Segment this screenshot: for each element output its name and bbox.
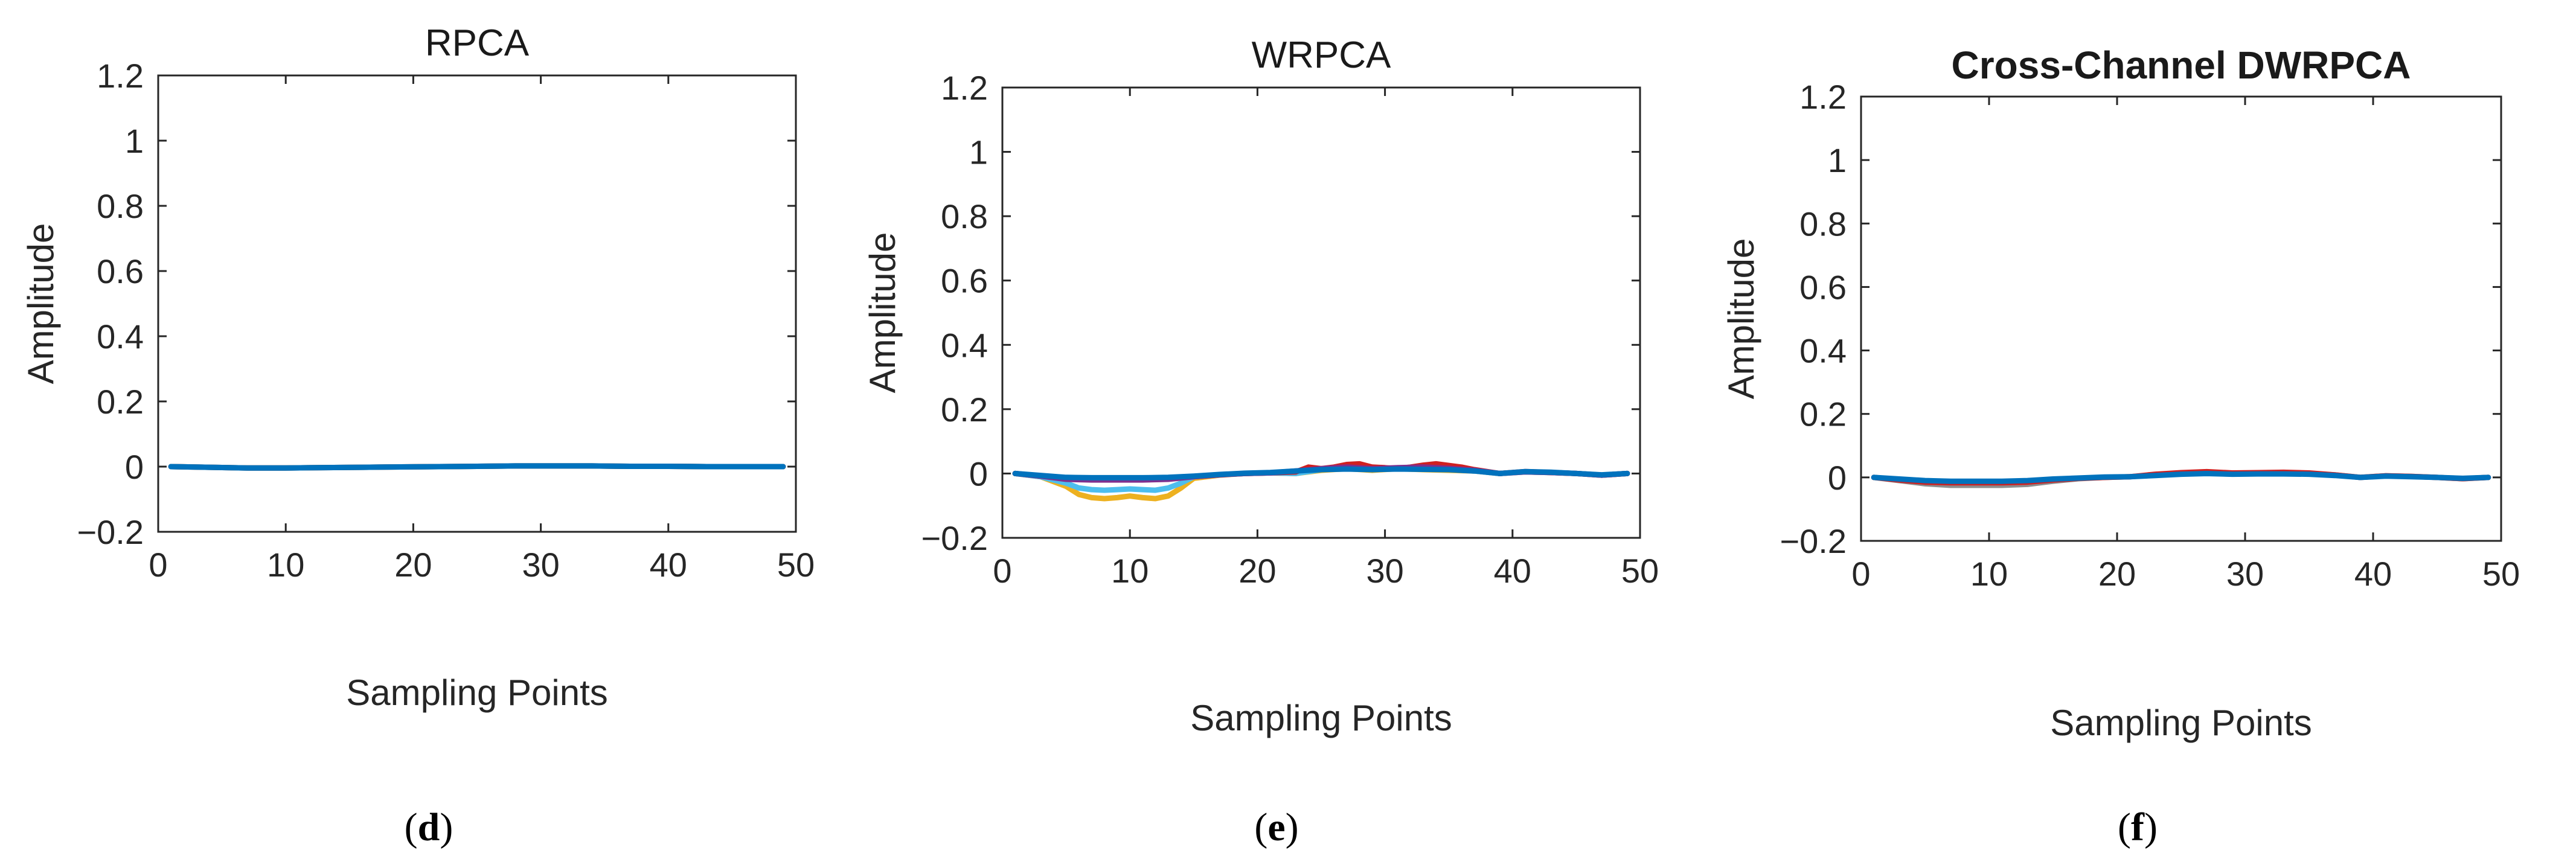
caption-letter: e [1267, 805, 1285, 849]
x-tick-label: 30 [1366, 552, 1403, 590]
y-tick-label: 0 [125, 448, 144, 486]
x-tick-label: 20 [2098, 555, 2136, 593]
x-tick-label: 20 [394, 546, 432, 584]
y-tick-label: 0.4 [941, 326, 988, 364]
x-tick-label: 30 [2226, 555, 2264, 593]
caption-close-paren: ) [440, 805, 453, 849]
x-tick-label: 20 [1238, 552, 1276, 590]
y-tick-label: 1.2 [1799, 78, 1847, 116]
x-tick-label: 0 [993, 552, 1011, 590]
x-tick-label: 40 [1494, 552, 1531, 590]
y-tick-label: 1 [125, 122, 144, 160]
y-tick-label: 1 [969, 133, 988, 171]
y-tick-label: 1.2 [941, 69, 988, 107]
panel-d: RPCA 0 10 20 30 40 50 −0.2 0 0.2 0.4 0.6 0.8 1 1.2 Samp… [0, 0, 859, 862]
y-tick-label: 0.8 [97, 187, 144, 225]
x-tick-label: 40 [650, 546, 687, 584]
y-tick-label: 0 [969, 455, 988, 493]
series-line-channel-blue [1871, 471, 2491, 484]
caption-close-paren: ) [1286, 805, 1299, 849]
y-tick-label: −0.2 [1780, 522, 1847, 560]
plot-area [168, 463, 786, 471]
caption-open-paren: ( [1254, 805, 1267, 849]
axes-frame [157, 74, 797, 533]
panel-caption: (e) [1254, 805, 1298, 849]
caption-open-paren: ( [2118, 805, 2131, 849]
chart-title: Cross-Channel DWRPCA [1952, 43, 2411, 87]
x-tick-label: 10 [1111, 552, 1149, 590]
y-axis-label: Amplitude [862, 232, 903, 394]
y-tick-label: 0.4 [1799, 332, 1847, 370]
caption-letter: f [2131, 805, 2145, 849]
x-axis-label: Sampling Points [2050, 703, 2312, 743]
y-axis-label: Amplitude [1721, 238, 1761, 400]
panel-f: Cross-Channel DWRPCA 0 10 20 30 40 50 −0.2 0 0.2 0… [1717, 0, 2576, 862]
x-tick-label: 50 [1621, 552, 1659, 590]
x-tick-label: 50 [2482, 555, 2520, 593]
x-tick-label: 30 [522, 546, 559, 584]
y-tick-label: 0.6 [1799, 268, 1847, 306]
caption-close-paren: ) [2144, 805, 2158, 849]
x-tick-label: 10 [267, 546, 304, 584]
chart-title: WRPCA [1252, 34, 1391, 76]
y-tick-label: 0.2 [97, 383, 144, 421]
panel-caption: (d) [405, 805, 453, 849]
caption-open-paren: ( [405, 805, 418, 849]
x-axis-label: Sampling Points [1190, 698, 1452, 738]
y-tick-label: 0.2 [941, 391, 988, 429]
panel-caption: (f) [2118, 805, 2158, 849]
y-tick-label: 1 [1828, 141, 1847, 179]
caption-letter: d [418, 805, 440, 849]
axes-frame [1860, 95, 2502, 542]
x-tick-label: 0 [149, 546, 167, 584]
plot-area [1012, 461, 1630, 502]
y-tick-label: 0 [1828, 459, 1847, 497]
y-tick-label: −0.2 [77, 513, 144, 551]
panel-e: WRPCA 0 10 20 30 40 50 −0.2 0 0.2 0.4 0.6 0.8 1 1.2 Sam… [859, 0, 1717, 862]
y-tick-label: 0.8 [941, 197, 988, 235]
x-tick-label: 40 [2354, 555, 2392, 593]
x-tick-label: 50 [777, 546, 815, 584]
y-tick-label: 0.8 [1799, 205, 1847, 243]
y-tick-label: 1.2 [97, 57, 144, 95]
x-tick-label: 0 [1851, 555, 1870, 593]
y-tick-label: 0.4 [97, 318, 144, 356]
y-tick-label: 0.2 [1799, 395, 1847, 433]
y-tick-label: 0.6 [941, 262, 988, 300]
y-axis-label: Amplitude [21, 223, 61, 385]
y-tick-label: −0.2 [921, 519, 988, 557]
plot-area [1871, 468, 2491, 488]
x-tick-label: 10 [1970, 555, 2008, 593]
x-axis-label: Sampling Points [346, 672, 608, 713]
series-line-channel-blue [1012, 466, 1630, 480]
series-line-channel-3 [168, 463, 786, 471]
axes-frame [1001, 86, 1641, 539]
y-tick-label: 0.6 [97, 252, 144, 290]
chart-title: RPCA [425, 22, 530, 64]
